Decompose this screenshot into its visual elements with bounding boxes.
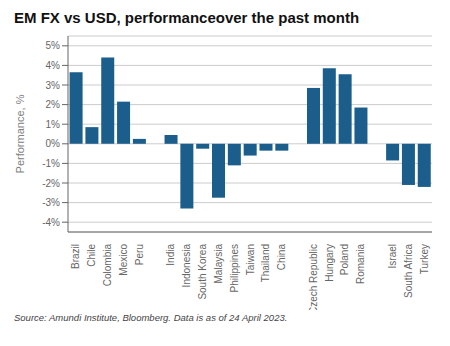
svg-text:1%: 1%: [46, 119, 61, 130]
svg-text:Performance, %: Performance, %: [14, 94, 26, 173]
svg-text:4%: 4%: [46, 60, 61, 71]
svg-text:Thailand: Thailand: [260, 244, 271, 282]
svg-text:Hungary: Hungary: [324, 244, 335, 282]
svg-text:3%: 3%: [46, 80, 61, 91]
svg-text:Taiwan: Taiwan: [245, 244, 256, 275]
svg-text:-1%: -1%: [42, 158, 60, 169]
svg-text:Czech Republic: Czech Republic: [308, 244, 319, 310]
svg-text:South Korea: South Korea: [197, 244, 208, 300]
html-text:EM FX vs USD, performanceover: EM FX vs USD, performanceover the past m…: [14, 9, 360, 26]
svg-text:2%: 2%: [46, 99, 61, 110]
svg-text:Romania: Romania: [355, 244, 366, 284]
svg-text:-4%: -4%: [42, 217, 60, 228]
svg-text:-2%: -2%: [42, 178, 60, 189]
svg-text:Peru: Peru: [134, 244, 145, 265]
svg-text:Colombia: Colombia: [102, 244, 113, 287]
svg-text:South Africa: South Africa: [403, 244, 414, 298]
svg-text:5%: 5%: [46, 40, 61, 51]
html-text:Source: Amundi Institute, Bloo: Source: Amundi Institute, Bloomberg. Dat…: [14, 312, 288, 323]
svg-text:China: China: [276, 244, 287, 271]
svg-text:Philippines: Philippines: [229, 244, 240, 292]
svg-text:-3%: -3%: [42, 197, 60, 208]
svg-text:Indonesia: Indonesia: [181, 244, 192, 288]
svg-text:Turkey: Turkey: [419, 244, 430, 274]
svg-text:0%: 0%: [46, 138, 61, 149]
svg-text:Poland: Poland: [339, 244, 350, 275]
svg-text:Brazil: Brazil: [70, 244, 81, 269]
svg-text:India: India: [165, 244, 176, 266]
svg-text:Israel: Israel: [387, 244, 398, 268]
svg-text:Malaysia: Malaysia: [213, 244, 224, 284]
svg-text:Mexico: Mexico: [118, 244, 129, 276]
svg-text:Chile: Chile: [86, 244, 97, 267]
